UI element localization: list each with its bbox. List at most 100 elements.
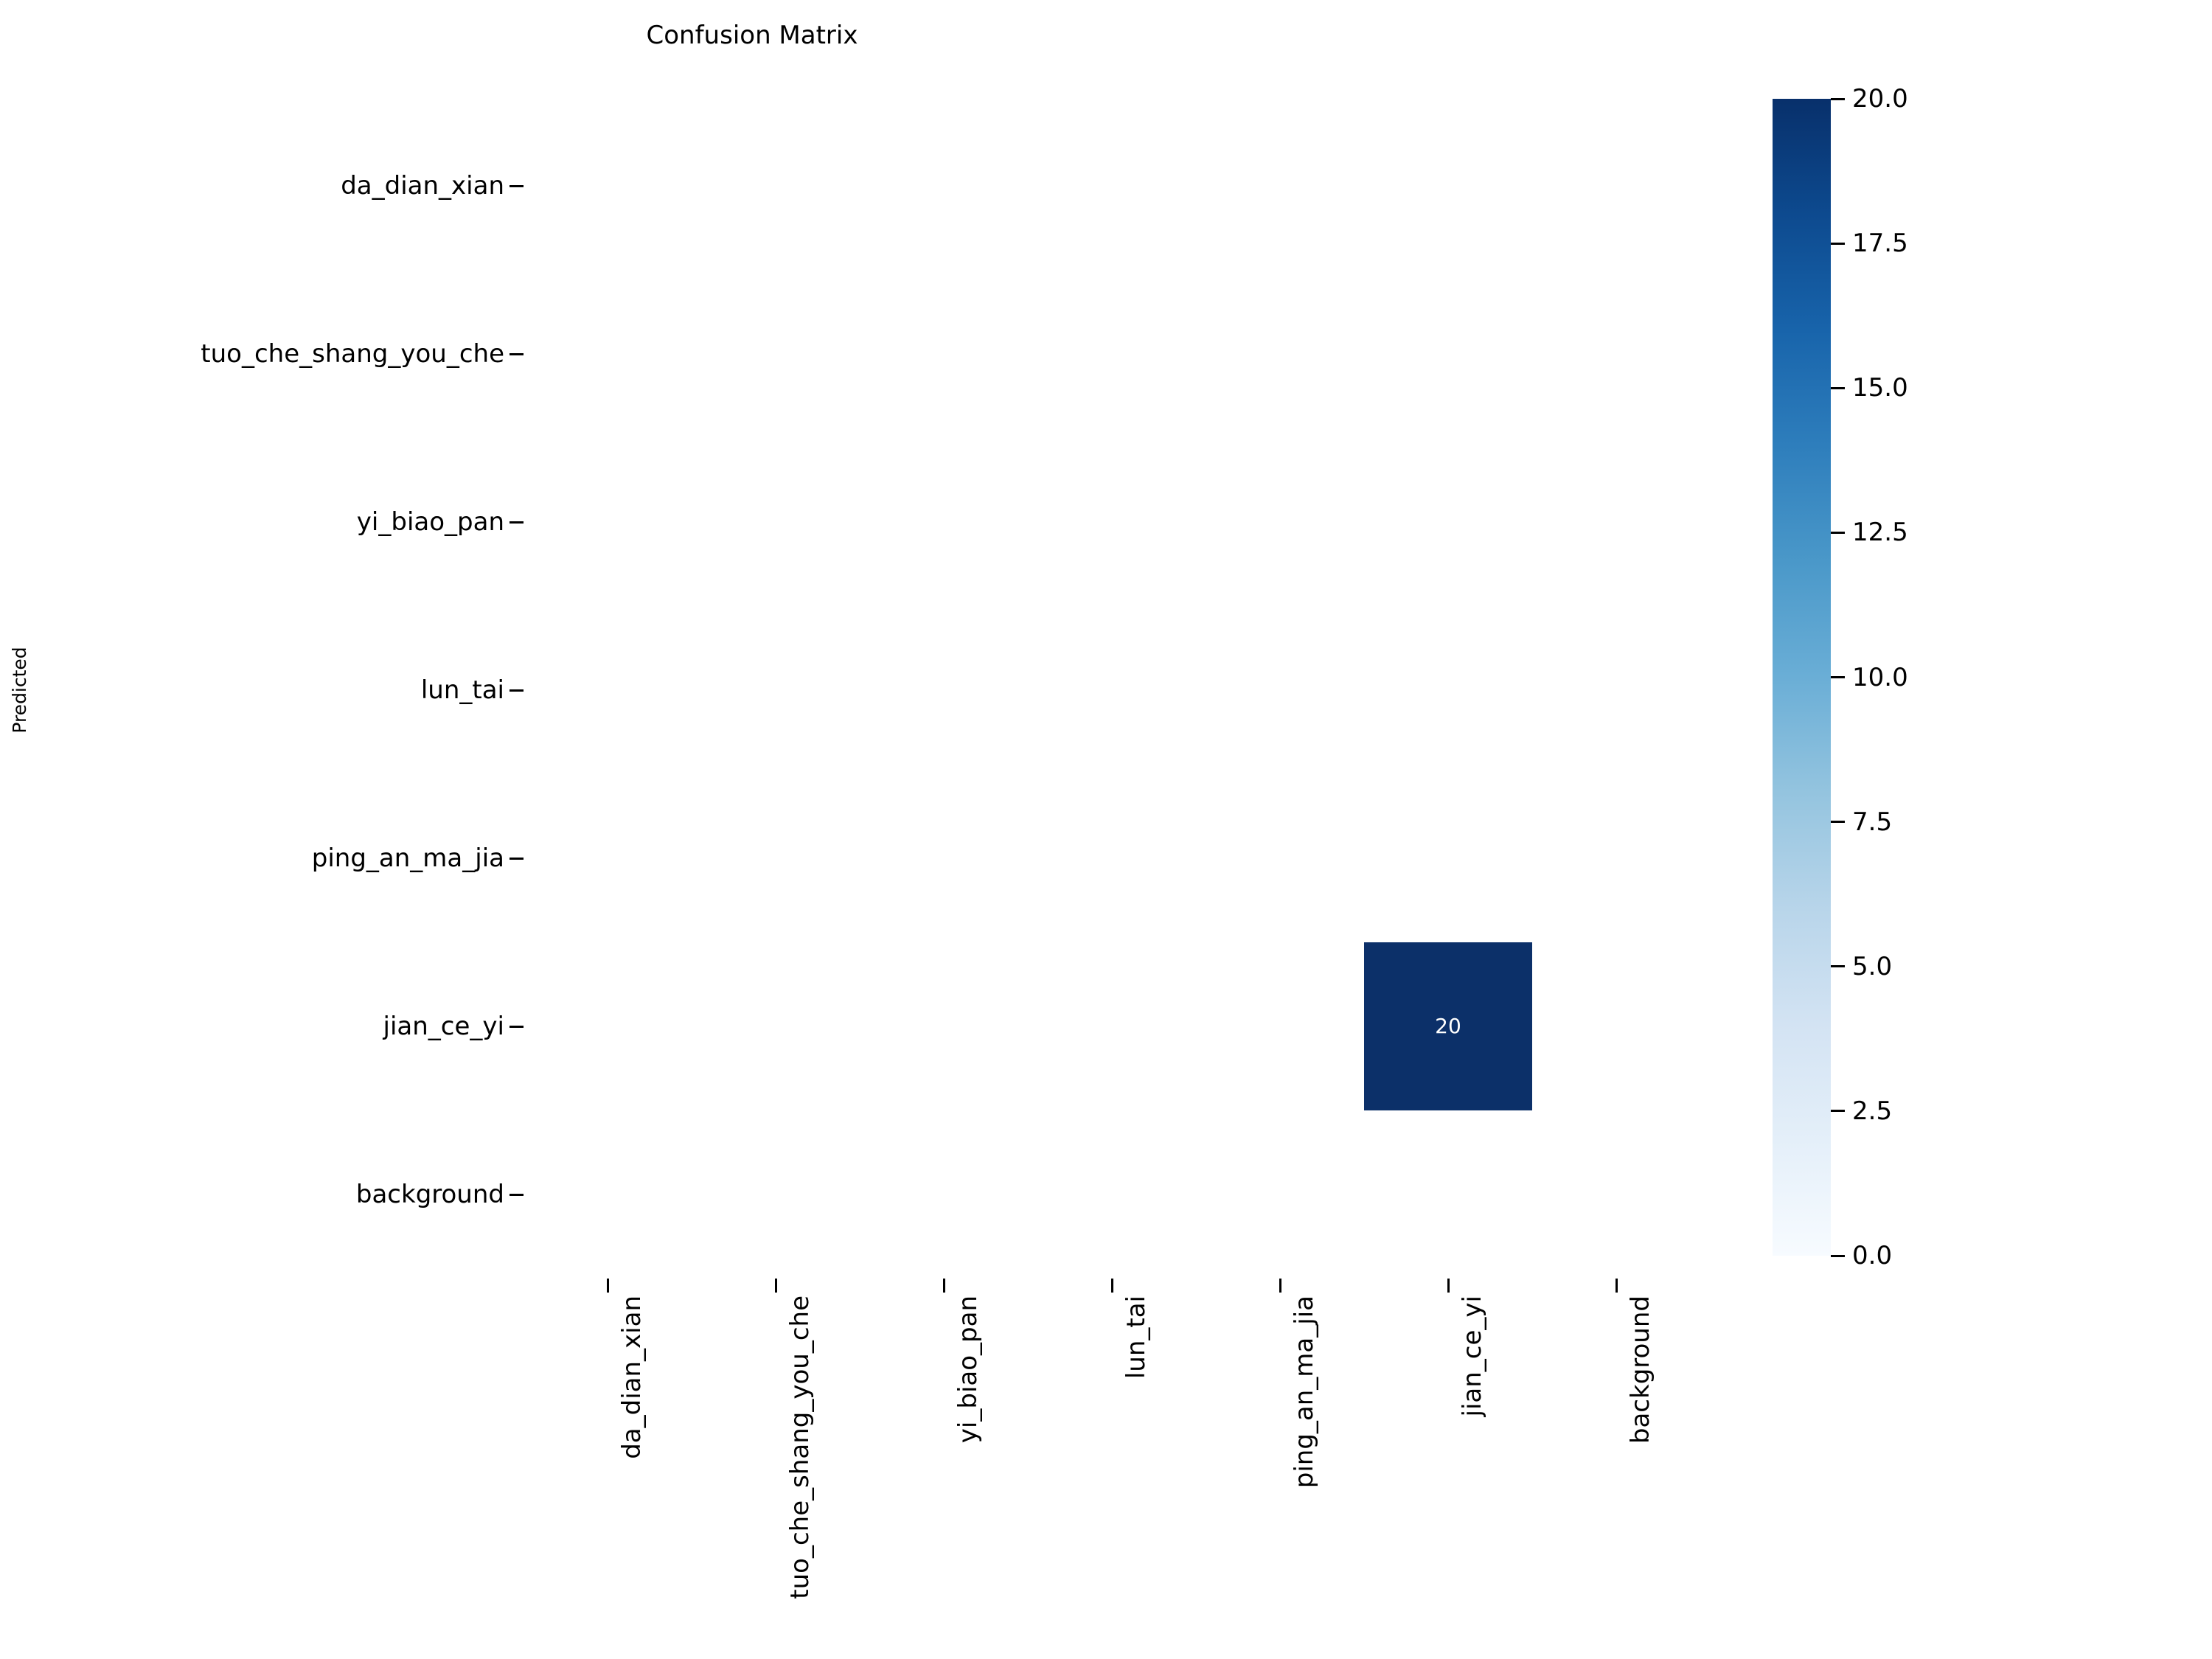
heatmap-cell: [1028, 438, 1196, 606]
colorbar-tick-mark: [1831, 97, 1845, 100]
heatmap-cell: [1196, 774, 1364, 942]
colorbar-tick-mark: [1831, 1110, 1845, 1113]
x-axis-tick-label: da_dian_xian: [617, 1295, 647, 1459]
colorbar-tick-mark: [1831, 821, 1845, 824]
y-axis-tick-mark: [509, 1025, 524, 1028]
colorbar-gradient: [1773, 99, 1831, 1256]
heatmap-cell: [1364, 102, 1532, 270]
x-axis-tick-mark: [1279, 1279, 1281, 1293]
heatmap-cell: [692, 1110, 860, 1279]
heatmap-cell: [1364, 606, 1532, 774]
y-axis-tick-mark: [509, 352, 524, 355]
heatmap-cell: [1364, 1110, 1532, 1279]
x-axis-tick-label: tuo_che_shang_you_che: [785, 1295, 815, 1599]
y-axis-tick-mark: [509, 689, 524, 692]
colorbar-tick-mark: [1831, 386, 1845, 389]
heatmap-axes: 20: [509, 102, 1700, 1293]
heatmap-grid: 20: [524, 102, 1700, 1279]
x-axis-tick-labels: da_dian_xian tuo_che_shang_you_che yi_biao…: [524, 1295, 1700, 1659]
heatmap-cell: [1532, 942, 1700, 1110]
x-axis-tick-mark: [774, 1279, 777, 1293]
colorbar-tick-mark: [1831, 965, 1845, 968]
heatmap-cell: [1364, 438, 1532, 606]
y-axis-tick-label: ping_an_ma_jia: [311, 844, 504, 873]
heatmap-cell: [692, 438, 860, 606]
heatmap-cell: [1532, 1110, 1700, 1279]
colorbar-tick-label: 7.5: [1852, 807, 1893, 837]
heatmap-cell: [524, 270, 692, 438]
heatmap-cell: [860, 1110, 1028, 1279]
heatmap-cell: [524, 774, 692, 942]
y-axis-tick-mark: [509, 857, 524, 860]
heatmap-cell: [1028, 102, 1196, 270]
heatmap-cell: [1364, 774, 1532, 942]
x-axis-tick-mark: [1447, 1279, 1450, 1293]
colorbar-tick-label: 12.5: [1852, 518, 1908, 548]
y-axis-tick-mark: [509, 1193, 524, 1196]
heatmap-cell: [1532, 102, 1700, 270]
heatmap-cell: [860, 774, 1028, 942]
heatmap-cell: [692, 102, 860, 270]
heatmap-cell: [860, 942, 1028, 1110]
heatmap-cell: 20: [1364, 942, 1532, 1110]
heatmap-cell: [1196, 270, 1364, 438]
heatmap-cell: [1028, 270, 1196, 438]
heatmap-cell: [524, 942, 692, 1110]
heatmap-cell: [1028, 774, 1196, 942]
y-axis-tick-mark: [509, 184, 524, 187]
heatmap-cell: [1196, 942, 1364, 1110]
heatmap-cell: [860, 438, 1028, 606]
colorbar-tick-mark: [1831, 531, 1845, 534]
colorbar-tick-mark: [1831, 676, 1845, 678]
heatmap-cell: [692, 774, 860, 942]
heatmap-cell: [860, 606, 1028, 774]
heatmap-cell: [524, 606, 692, 774]
chart-title: Confusion Matrix: [646, 21, 858, 50]
x-axis-tick-label: background: [1626, 1295, 1655, 1444]
y-axis-tick-label: da_dian_xian: [341, 171, 504, 201]
colorbar-tick-label: 0.0: [1852, 1241, 1893, 1270]
colorbar-tick-label: 10.0: [1852, 662, 1908, 692]
x-axis-tick-label: jian_ce_yi: [1458, 1295, 1487, 1417]
colorbar-tick-label: 2.5: [1852, 1096, 1893, 1126]
y-axis-tick-labels: da_dian_xian tuo_che_shang_you_che yi_biao…: [0, 102, 504, 1279]
heatmap-cell: [524, 438, 692, 606]
heatmap-cell: [1196, 606, 1364, 774]
x-axis-tick-label: lun_tai: [1121, 1295, 1151, 1380]
heatmap-cell: [860, 102, 1028, 270]
y-axis-tick-label: tuo_che_shang_you_che: [201, 339, 504, 369]
heatmap-cell: [1532, 270, 1700, 438]
colorbar-tick-mark: [1831, 1254, 1845, 1257]
heatmap-cell: [1028, 606, 1196, 774]
heatmap-cell: [1532, 774, 1700, 942]
heatmap-cell: [524, 102, 692, 270]
heatmap-cell: [1364, 270, 1532, 438]
heatmap-cell: [860, 270, 1028, 438]
heatmap-cell: [1196, 102, 1364, 270]
colorbar-tick-label: 5.0: [1852, 951, 1893, 981]
heatmap-cell: [692, 270, 860, 438]
x-axis-tick-label: ping_an_ma_jia: [1290, 1295, 1319, 1489]
colorbar: 0.0 2.5 5.0 7.5 10.0 12.5 15.0 17.5 20.0: [1773, 84, 1908, 1270]
x-axis-tick-mark: [1110, 1279, 1113, 1293]
heatmap-cell: [524, 1110, 692, 1279]
y-axis-tick-label: lun_tai: [420, 675, 504, 705]
y-axis-tick-label: yi_biao_pan: [356, 507, 504, 537]
heatmap-cell: [1196, 1110, 1364, 1279]
heatmap-cell: [692, 606, 860, 774]
colorbar-tick-mark: [1831, 242, 1845, 245]
y-axis-tick-label: background: [355, 1180, 504, 1209]
x-axis-tick-label: yi_biao_pan: [953, 1295, 983, 1444]
heatmap-cell: [1196, 438, 1364, 606]
heatmap-cell: [1532, 606, 1700, 774]
x-axis-tick-mark: [606, 1279, 609, 1293]
heatmap-cell: [692, 942, 860, 1110]
heatmap-cell: [1532, 438, 1700, 606]
colorbar-tick-label: 17.5: [1852, 229, 1908, 259]
colorbar-tick-label: 20.0: [1852, 84, 1908, 114]
heatmap-cell: [1028, 1110, 1196, 1279]
x-axis-tick-mark: [942, 1279, 945, 1293]
x-axis-tick-mark: [1615, 1279, 1618, 1293]
y-axis-tick-label: jian_ce_yi: [383, 1012, 504, 1041]
colorbar-tick-label: 15.0: [1852, 373, 1908, 403]
